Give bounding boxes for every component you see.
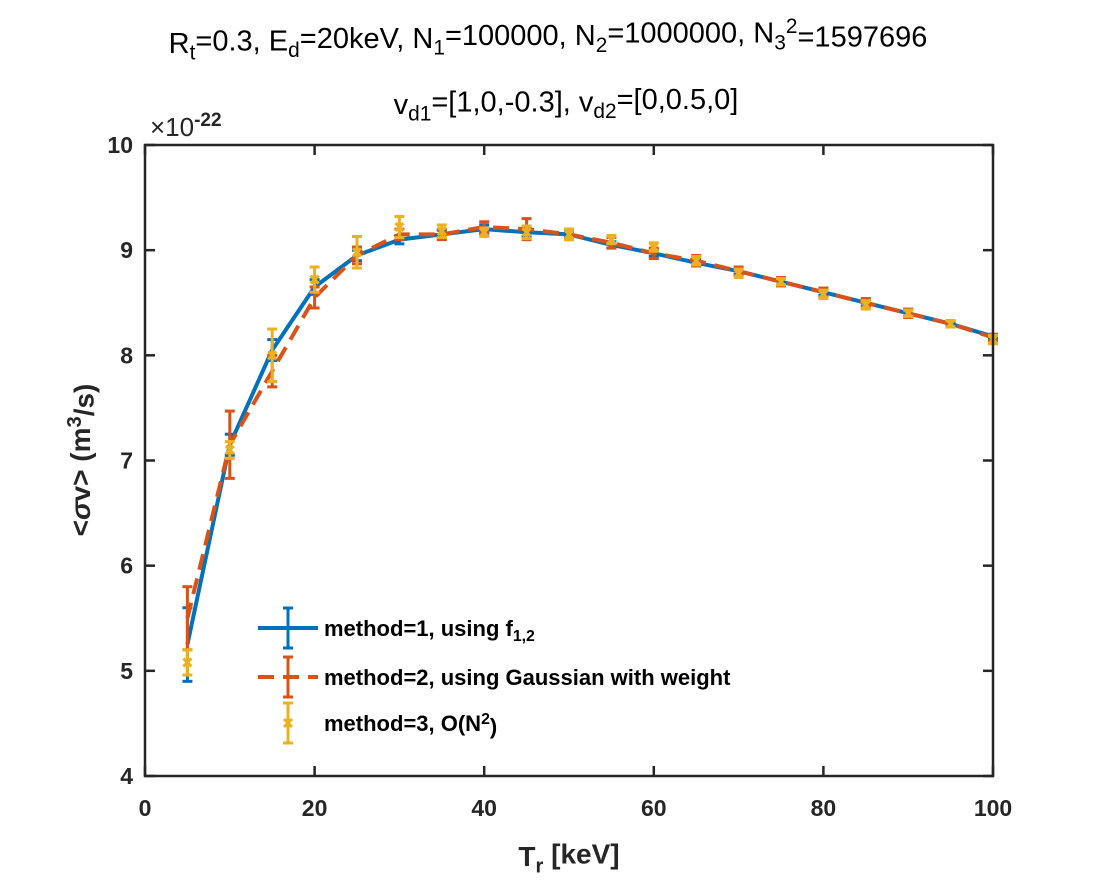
legend-label-part: 1,2 <box>513 628 535 645</box>
x-tick-label: 100 <box>974 795 1012 821</box>
legend-label-part: method=1, using f <box>324 616 514 641</box>
data-point <box>945 318 956 329</box>
title-line-2-part: =[0,0.5,0] <box>617 84 739 116</box>
data-point <box>436 226 447 237</box>
data-point <box>903 308 914 319</box>
y-axis-label: <σv> (m3/s) <box>64 384 100 537</box>
legend-label: method=2, using Gaussian with weight <box>324 665 731 690</box>
y-tick-label: 6 <box>120 553 133 579</box>
data-point <box>394 221 405 233</box>
title-line-2-part: =[1,0,-0.3], v <box>431 86 594 118</box>
data-point <box>351 247 363 258</box>
legend-entry-3: method=3, O(N2) <box>282 701 497 745</box>
data-point <box>733 268 744 279</box>
x-tick-label: 80 <box>811 795 837 821</box>
legend-label: method=3, O(N2) <box>324 711 497 739</box>
title-line-1-part: t <box>190 42 196 65</box>
data-point <box>606 234 617 245</box>
chart-title: Rt=0.3, Ed=20keV, N1=100000, N2=1000000,… <box>169 15 928 125</box>
x-axis-label-part: r <box>536 855 544 877</box>
title-line-1-part: 2 <box>786 15 798 38</box>
legend: method=1, using f1,2 method=2, using Gaus… <box>258 606 731 745</box>
plot-background <box>145 145 993 776</box>
legend-label: method=1, using f1,2 <box>324 616 535 645</box>
y-axis-label-part: 3 <box>64 416 86 427</box>
data-point <box>267 350 278 361</box>
y-axis-exponent: ×10-22 <box>150 110 222 142</box>
data-point <box>309 274 320 285</box>
data-point <box>691 255 702 266</box>
y-tick-label: 9 <box>120 237 133 263</box>
title-line-1-part: R <box>169 28 190 60</box>
series-1-line <box>185 227 994 645</box>
y-axis-exponent-power: -22 <box>194 110 221 131</box>
legend-entry-1: method=1, using f1,2 <box>258 606 535 650</box>
title-line-1: Rt=0.3, Ed=20keV, N1=100000, N2=1000000,… <box>169 15 928 64</box>
y-tick-label: 5 <box>120 658 133 684</box>
title-line-1-part: 2 <box>596 34 608 57</box>
legend-label-part: ) <box>490 714 497 739</box>
plot-area <box>143 143 999 778</box>
axis-ticks: 0 20 40 60 80 100 4 5 6 7 8 9 10 <box>107 132 1012 821</box>
series-3 <box>182 215 999 677</box>
legend-label-part: 2 <box>481 711 490 728</box>
y-axis-label-part: v> (m <box>65 428 96 502</box>
x-axis-label-part: [keV] <box>543 838 619 869</box>
title-line-1-part: =1597696 <box>798 21 928 53</box>
title-line-1-part: =100000, N <box>445 20 596 52</box>
x-tick-label: 60 <box>641 795 667 821</box>
y-tick-label: 10 <box>107 132 133 158</box>
x-axis-label: Tr [keV] <box>518 838 619 877</box>
data-point <box>818 289 829 300</box>
axis-labels: Tr [keV] <σv> (m3/s) ×10-22 <box>64 110 620 877</box>
data-point <box>648 241 659 253</box>
title-line-1-part: =1000000, N <box>607 18 774 50</box>
series-2-line <box>185 225 994 619</box>
y-axis-label-part: /s) <box>69 384 100 417</box>
x-tick-label: 20 <box>302 795 328 821</box>
data-point <box>182 657 193 668</box>
title-line-2: vd1=[1,0,-0.3], vd2=[0,0.5,0] <box>394 84 739 126</box>
title-line-1-part: =0.3, E <box>195 25 288 57</box>
title-line-1-part: 1 <box>433 36 445 59</box>
x-tick-label: 40 <box>471 795 497 821</box>
x-tick-label: 0 <box>139 795 152 821</box>
y-axis-exponent-base: ×10 <box>150 112 194 142</box>
legend-marker <box>282 717 294 729</box>
y-axis-label-part: σ <box>65 500 96 520</box>
y-axis-label-part: < <box>65 520 96 536</box>
title-line-1-part: =20keV, N <box>300 23 434 55</box>
y-tick-label: 4 <box>120 763 133 789</box>
y-tick-label: 8 <box>120 342 133 368</box>
title-line-1-part: 3 <box>774 31 786 54</box>
title-line-2-part: d1 <box>408 103 431 126</box>
title-line-1-part: d <box>288 39 300 62</box>
data-point <box>563 229 575 240</box>
title-line-2-part: d2 <box>593 100 616 123</box>
legend-label-part: method=3, O(N <box>324 711 481 736</box>
y-tick-label: 7 <box>120 448 133 474</box>
data-point <box>521 227 532 238</box>
data-point <box>775 276 787 287</box>
legend-label-part: method=2, using Gaussian with weight <box>324 665 731 690</box>
title-line-2-part: v <box>394 89 409 121</box>
legend-entry-2: method=2, using Gaussian with weight <box>258 655 731 699</box>
data-point <box>860 299 871 310</box>
data-point <box>479 227 490 238</box>
x-axis-label-part: T <box>518 841 535 872</box>
data-point <box>224 444 235 456</box>
